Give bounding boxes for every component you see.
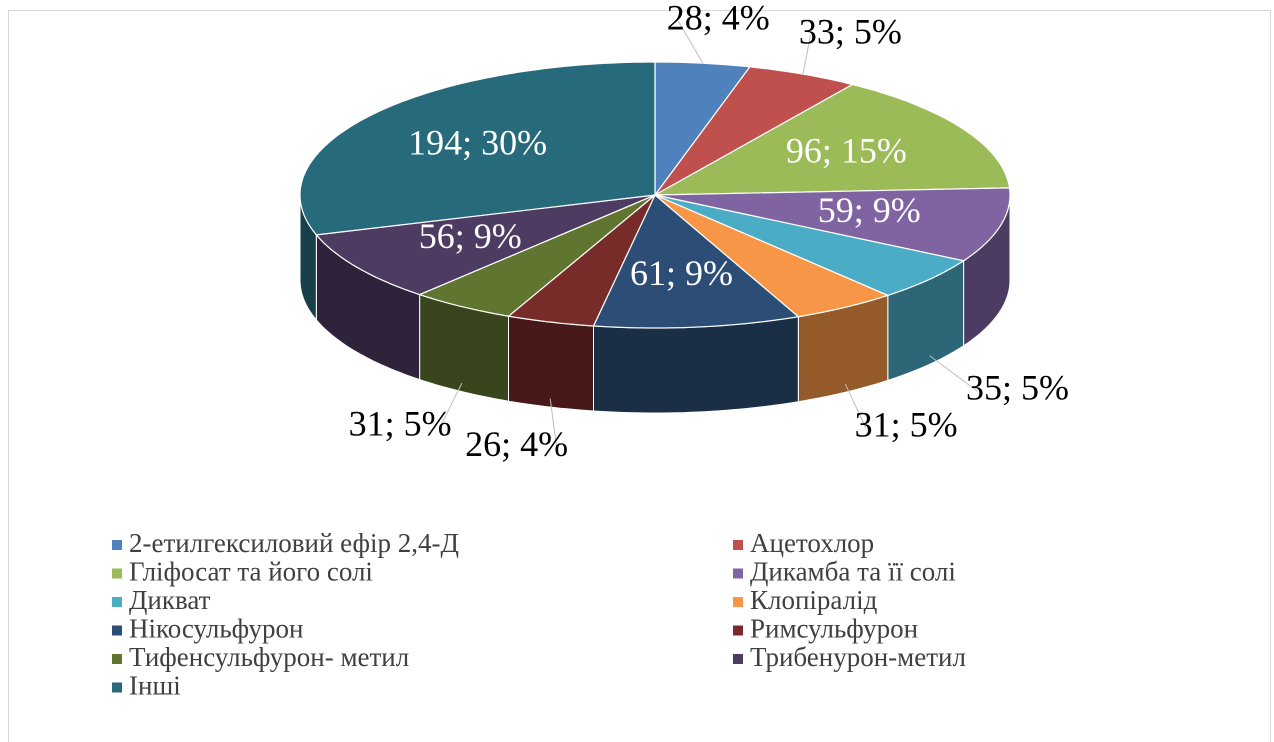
legend-swatch	[112, 625, 122, 636]
legend-swatch	[733, 654, 743, 664]
pie-slice	[654, 187, 1011, 262]
data-label: 35; 5%	[966, 368, 1069, 408]
legend-swatch	[733, 540, 743, 550]
legend-swatch	[112, 568, 122, 579]
legend-label: Трибенурон-метил	[750, 642, 966, 672]
legend-label: Дикамба та її солі	[750, 557, 956, 587]
legend-label: Тифенсульфурон- метил	[129, 642, 409, 672]
legend-swatch	[733, 625, 743, 636]
pie-slice	[417, 194, 656, 317]
leader-line	[802, 35, 811, 75]
data-label: 59; 9%	[818, 190, 921, 230]
legend-swatch	[112, 597, 122, 607]
pie-slice	[654, 194, 966, 297]
pie-slice	[654, 83, 1011, 196]
pie-slice	[654, 194, 890, 318]
pie-side	[593, 316, 799, 414]
data-label: 31; 5%	[349, 404, 452, 444]
legend-label: Ацетохлор	[750, 528, 874, 558]
pie-slice	[299, 61, 656, 236]
legend-label: Дикват	[129, 585, 211, 615]
legend-swatch	[733, 597, 743, 607]
legend-label: Інші	[129, 671, 181, 701]
legend-label: 2-етилгексиловий ефір 2,4-Д	[129, 528, 459, 558]
leader-line	[844, 383, 867, 429]
data-label: 96; 15%	[786, 130, 907, 170]
pie-side	[508, 315, 594, 412]
data-label: 28; 4%	[667, 0, 770, 37]
legend-label: Клопіралід	[750, 585, 878, 615]
leader-line	[929, 355, 978, 392]
data-label: 194; 30%	[408, 122, 547, 162]
legend-swatch	[112, 682, 122, 693]
chart-frame	[8, 10, 1271, 742]
data-label: 56; 9%	[419, 216, 522, 256]
data-label: 26; 4%	[465, 424, 568, 464]
data-label: 31; 5%	[855, 404, 958, 444]
data-label: 61; 9%	[630, 253, 733, 293]
leader-line	[677, 20, 704, 64]
pie-slice	[315, 194, 656, 296]
data-label: 33; 5%	[799, 12, 902, 52]
pie-slice	[507, 194, 656, 327]
pie-slice	[592, 194, 800, 329]
leader-line	[549, 398, 558, 448]
legend-label: Нікосульфурон	[129, 614, 303, 644]
legend-label: Римсульфурон	[750, 614, 918, 644]
legend-swatch	[112, 654, 122, 664]
legend-swatch	[733, 568, 743, 579]
legend-swatch	[112, 540, 122, 550]
leader-line	[439, 382, 463, 428]
legend-label: Гліфосат та його солі	[129, 557, 373, 587]
